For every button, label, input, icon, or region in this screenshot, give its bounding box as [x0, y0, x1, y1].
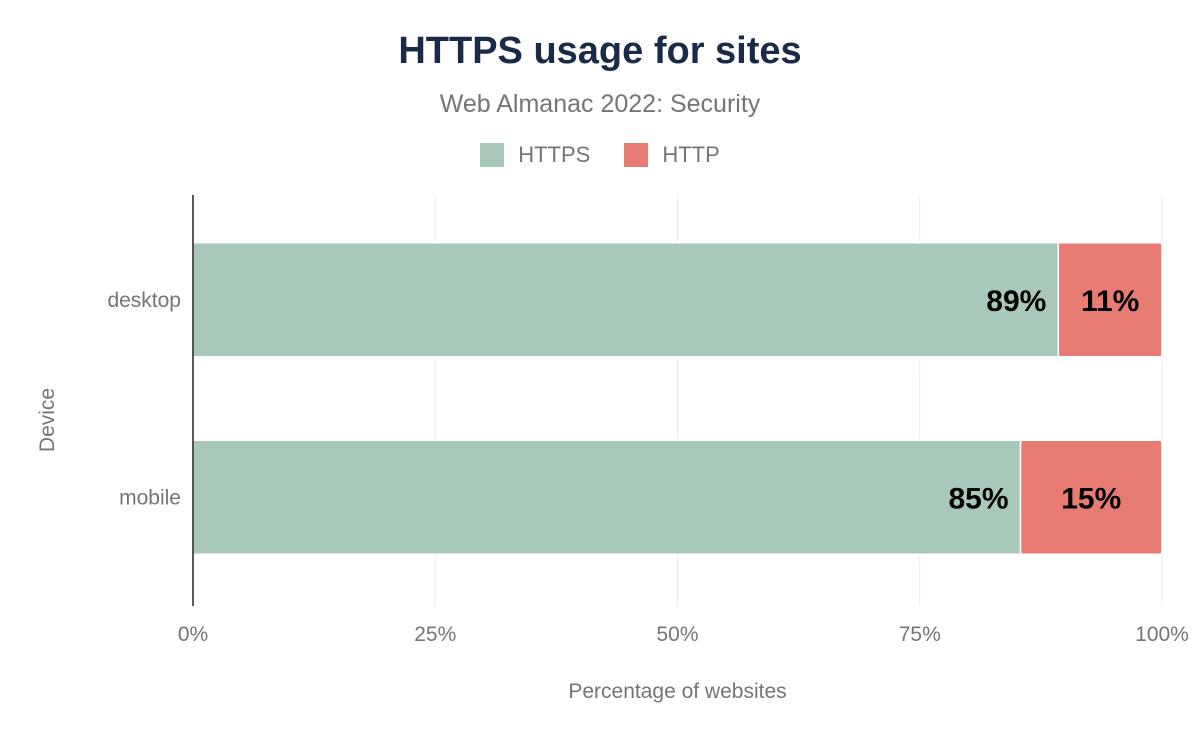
x-tick-label: 75%: [899, 623, 941, 646]
x-axis-label: Percentage of websites: [568, 680, 787, 703]
y-tick-label: desktop: [107, 289, 181, 312]
data-label: 15%: [1061, 482, 1121, 515]
legend-swatch-https: [480, 143, 505, 167]
legend-label-http: HTTP: [662, 142, 720, 167]
data-label: 11%: [1081, 285, 1139, 318]
data-label: 85%: [948, 482, 1008, 515]
chart-subtitle: Web Almanac 2022: Security: [439, 90, 761, 118]
legend-item-https[interactable]: HTTPS: [480, 142, 590, 168]
x-tick-label: 0%: [178, 623, 208, 646]
bar-https-desktop: [192, 242, 1060, 358]
data-label: 89%: [986, 285, 1046, 318]
legend: HTTPS HTTP: [0, 142, 1200, 168]
y-tick-label: mobile: [119, 486, 181, 509]
bar-http-mobile: [1019, 439, 1163, 555]
legend-item-http[interactable]: HTTP: [624, 142, 720, 168]
bar-https-mobile: [192, 439, 1022, 555]
legend-label-https: HTTPS: [518, 142, 591, 167]
bar-http-desktop: [1057, 242, 1163, 358]
x-tick-label: 100%: [1135, 623, 1189, 646]
legend-swatch-http: [624, 143, 649, 167]
x-tick-label: 25%: [414, 623, 456, 646]
y-axis-label: Device: [36, 387, 59, 453]
chart-title: HTTPS usage for sites: [398, 30, 802, 72]
x-tick-label: 50%: [656, 623, 698, 646]
